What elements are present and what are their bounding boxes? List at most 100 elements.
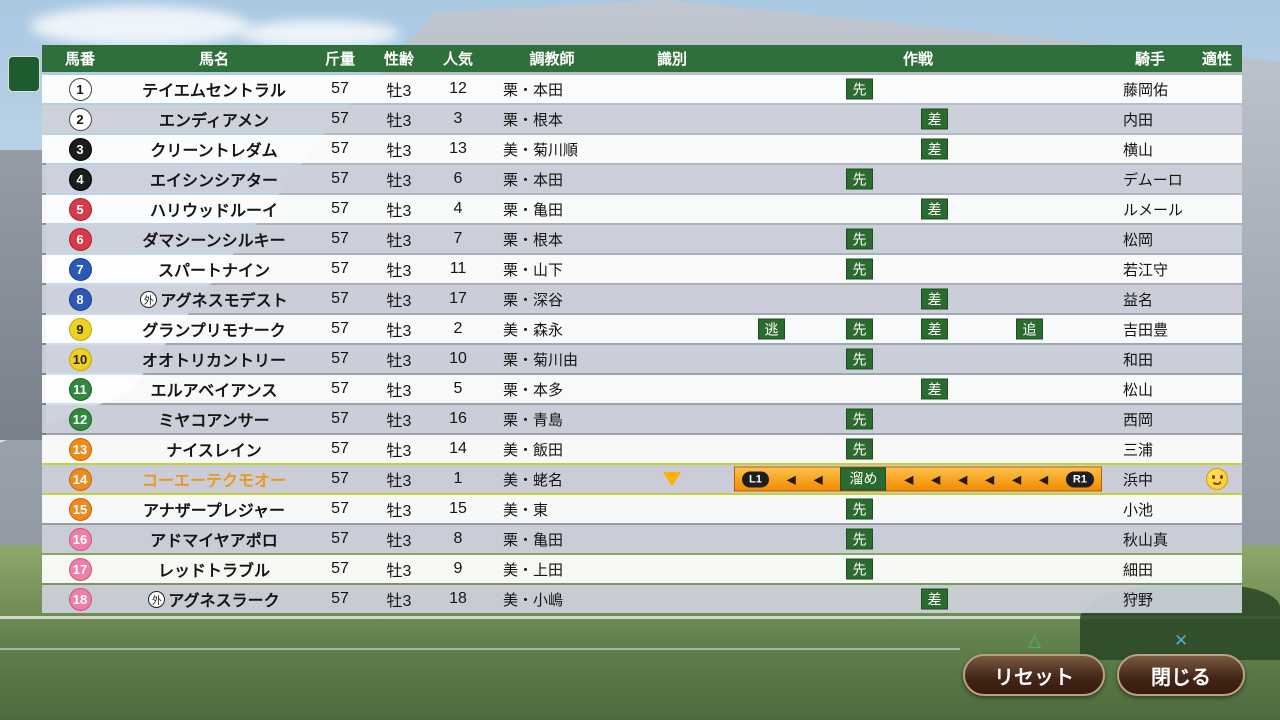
popularity: 1 [453, 470, 463, 487]
table-row[interactable]: 9 グランプリモナーク 57 牡3 2 美・森永 逃 先 差 追 吉田豊 [42, 315, 1242, 343]
trainer: 栗・根本 [503, 231, 564, 249]
table-row[interactable]: 12 ミヤコアンサー 57 牡3 16 栗・青島 先 西岡 [42, 405, 1242, 433]
identification [616, 225, 728, 253]
aptitude [1192, 105, 1242, 133]
popularity: 7 [453, 230, 463, 247]
sex-age: 牡3 [386, 233, 412, 250]
sex-age: 牡3 [386, 353, 412, 370]
column-header-strategy: 作戦 [902, 51, 933, 68]
popularity: 4 [453, 200, 463, 217]
identification [616, 465, 728, 493]
weight: 57 [331, 320, 349, 337]
jockey: 吉田豊 [1123, 321, 1169, 339]
trainer: 美・森永 [503, 321, 564, 339]
horse-number-badge: 12 [68, 407, 92, 431]
strategy-badge: 差 [921, 198, 948, 220]
selector-arrow-icon: ◀ [958, 472, 968, 486]
strategy-selector[interactable]: L1 ◀ ◀ 溜め ◀ ◀ ◀ ◀ ◀ ◀ R1 [734, 466, 1102, 492]
table-row[interactable]: 11 エルアベイアンス 57 牡3 5 栗・本多 差 松山 [42, 375, 1242, 403]
table-row[interactable]: 17 レッドトラブル 57 牡3 9 美・上田 先 細田 [42, 555, 1242, 583]
horse-number-badge: 17 [68, 557, 92, 581]
horse-number-badge: 14 [68, 467, 92, 491]
trainer: 栗・青島 [503, 411, 564, 429]
trainer: 美・菊川順 [503, 141, 579, 159]
table-header: 馬番 馬名 斤量 性齢 人気 調教師 識別 作戦 騎手 適性 [42, 45, 1242, 72]
table-row[interactable]: 8 外アグネスモデスト 57 牡3 17 栗・深谷 差 益名 [42, 285, 1242, 313]
popularity: 12 [449, 80, 467, 97]
table-row[interactable]: 16 アドマイヤアポロ 57 牡3 8 栗・亀田 先 秋山真 [42, 525, 1242, 553]
horse-name-text: オオトリカントリー [141, 353, 286, 370]
identification [616, 255, 728, 283]
sex-age: 牡3 [386, 533, 412, 550]
popularity: 16 [449, 410, 467, 427]
foreign-bred-icon: 外 [148, 590, 166, 608]
popularity: 8 [453, 530, 463, 547]
jockey: 若江守 [1123, 261, 1169, 279]
selector-arrow-icon: ◀ [786, 472, 796, 486]
strategy-badge: 先 [846, 408, 873, 430]
horse-name-text: アグネスモデスト [160, 293, 288, 310]
horse-number-badge: 15 [68, 497, 92, 521]
horse-name: ダマシーンシルキー [118, 225, 310, 253]
table-row[interactable]: 13 ナイスレイン 57 牡3 14 美・飯田 先 三浦 [42, 435, 1242, 463]
triangle-button-icon: △ [1028, 631, 1042, 650]
sex-age: 牡3 [386, 593, 412, 610]
horse-name-text: エイシンシアター [149, 173, 278, 190]
trainer: 美・東 [503, 501, 549, 519]
aptitude [1192, 285, 1242, 313]
jockey: 益名 [1123, 291, 1154, 309]
table-row[interactable]: 14 コーエーテクモオー 57 牡3 1 美・蛯名 L1 ◀ ◀ 溜め ◀ ◀ ◀ ◀ ◀ ◀ R1… [42, 465, 1242, 493]
column-header-popularity: 人気 [442, 51, 473, 68]
identification [616, 75, 728, 103]
table-row[interactable]: 18 外アグネスラーク 57 牡3 18 美・小嶋 差 狩野 [42, 585, 1242, 613]
horse-name: 外アグネスラーク [118, 585, 310, 613]
column-header-name: 馬名 [198, 51, 229, 68]
jockey: 西岡 [1123, 411, 1154, 429]
trainer: 栗・根本 [503, 111, 564, 129]
popularity: 11 [449, 260, 467, 277]
horse-name: コーエーテクモオー [118, 465, 310, 493]
table-row[interactable]: 15 アナザープレジャー 57 牡3 15 美・東 先 小池 [42, 495, 1242, 523]
horse-number-badge: 11 [68, 377, 92, 401]
identification [616, 315, 728, 343]
popularity: 3 [453, 110, 463, 127]
jockey: 和田 [1123, 351, 1154, 369]
horse-name: ナイスレイン [118, 435, 310, 463]
identification [616, 585, 728, 613]
column-header-jockey: 騎手 [1134, 51, 1165, 68]
reset-button[interactable]: リセット [963, 654, 1105, 696]
jockey: 秋山真 [1123, 531, 1169, 549]
horse-number-badge: 8 [68, 287, 92, 311]
sex-age: 牡3 [386, 113, 412, 130]
table-row[interactable]: 1 テイエムセントラル 57 牡3 12 栗・本田 先 藤岡佑 [42, 75, 1242, 103]
popularity: 15 [449, 500, 467, 517]
strategy-badge: 差 [921, 588, 948, 610]
horse-number-badge: 7 [68, 257, 92, 281]
horse-name-text: グランプリモナーク [142, 323, 286, 340]
trainer: 美・上田 [503, 561, 564, 579]
table-row[interactable]: 2 エンディアメン 57 牡3 3 栗・根本 差 内田 [42, 105, 1242, 133]
popularity: 9 [453, 560, 463, 577]
sex-age: 牡3 [386, 323, 412, 340]
jockey: 内田 [1123, 111, 1154, 129]
table-row[interactable]: 4 エイシンシアター 57 牡3 6 栗・本田 先 デムーロ [42, 165, 1242, 193]
horse-number-badge: 18 [68, 587, 92, 611]
selected-strategy-badge: 溜め [840, 467, 887, 491]
strategy-badge: 先 [846, 228, 873, 250]
table-row[interactable]: 10 オオトリカントリー 57 牡3 10 栗・菊川由 先 和田 [42, 345, 1242, 373]
table-row[interactable]: 3 クリーントレダム 57 牡3 13 美・菊川順 差 横山 [42, 135, 1242, 163]
table-row[interactable]: 7 スパートナイン 57 牡3 11 栗・山下 先 若江守 [42, 255, 1242, 283]
jockey: 細田 [1123, 561, 1154, 579]
horse-name-text: クリーントレダム [150, 143, 278, 160]
table-row[interactable]: 5 ハリウッドルーイ 57 牡3 4 栗・亀田 差 ルメール [42, 195, 1242, 223]
weight: 57 [331, 140, 349, 157]
strategy-badge: 逃 [758, 318, 785, 340]
sex-age: 牡3 [386, 83, 412, 100]
close-button[interactable]: 閉じる [1117, 654, 1245, 696]
horse-number-badge: 4 [68, 167, 92, 191]
column-header-trainer: 調教師 [529, 51, 575, 68]
weight: 57 [331, 200, 349, 217]
table-row[interactable]: 6 ダマシーンシルキー 57 牡3 7 栗・根本 先 松岡 [42, 225, 1242, 253]
aptitude [1192, 375, 1242, 403]
horse-number-badge: 9 [68, 317, 92, 341]
